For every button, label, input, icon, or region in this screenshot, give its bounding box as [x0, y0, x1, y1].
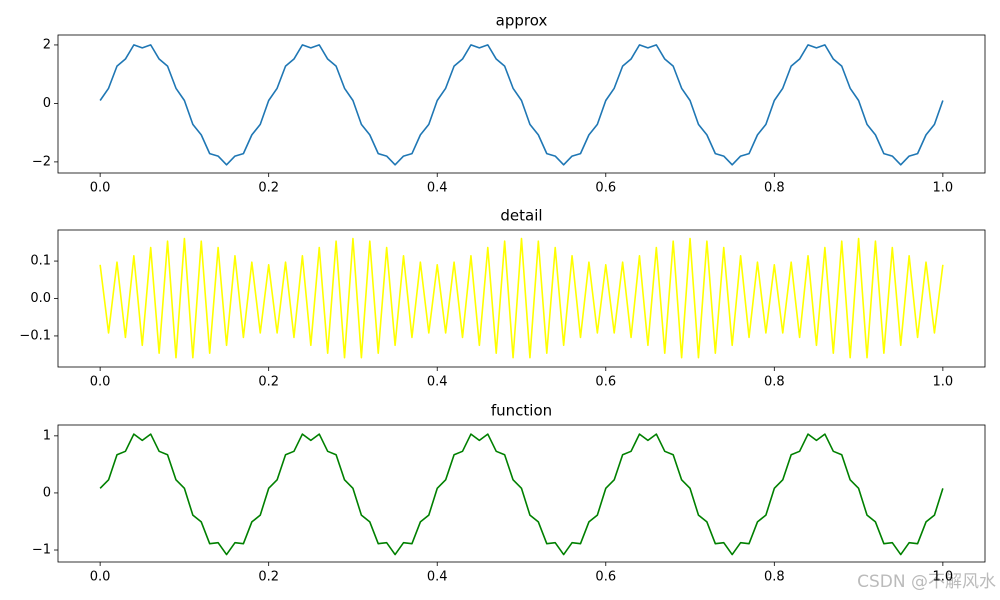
x-tick-label: 0.0	[90, 570, 111, 585]
y-tick-label: 0.1	[30, 254, 51, 269]
y-tick-label: 1	[43, 428, 51, 443]
y-tick-label: 0	[43, 96, 51, 111]
y-tick-label: −1	[32, 543, 51, 558]
x-tick-label: 0.2	[258, 181, 279, 196]
data-line	[99, 44, 944, 166]
chart-title: detail	[500, 207, 542, 225]
data-line	[99, 237, 944, 359]
axes-frame	[57, 229, 986, 368]
y-tick-label: 0.0	[30, 291, 51, 306]
x-tick-label: 0.8	[764, 375, 785, 390]
x-tick-label: 1.0	[933, 375, 954, 390]
x-tick-label: 0.6	[595, 375, 616, 390]
x-tick-label: 0.6	[595, 570, 616, 585]
x-tick-label: 0.4	[427, 375, 448, 390]
x-tick-label: 0.6	[595, 181, 616, 196]
chart-title: function	[491, 402, 552, 420]
data-line	[99, 433, 944, 556]
y-tick-label: 0	[43, 485, 51, 500]
y-tick-label: 2	[43, 37, 51, 52]
x-tick-label: 0.0	[90, 375, 111, 390]
y-tick-label: −2	[32, 154, 51, 169]
watermark: CSDN @不解风水	[857, 572, 996, 592]
y-tick-label: −0.1	[19, 328, 51, 343]
x-tick-label: 0.8	[764, 181, 785, 196]
x-tick-label: 0.4	[427, 181, 448, 196]
axes-frame	[57, 424, 986, 563]
chart-title: approx	[496, 12, 548, 30]
x-tick-label: 0.0	[90, 181, 111, 196]
x-tick-label: 0.4	[427, 570, 448, 585]
x-tick-label: 0.2	[258, 375, 279, 390]
x-tick-label: 1.0	[933, 570, 954, 585]
x-tick-label: 0.2	[258, 570, 279, 585]
axes-frame	[57, 34, 986, 174]
x-tick-label: 0.8	[764, 570, 785, 585]
x-tick-label: 1.0	[933, 181, 954, 196]
